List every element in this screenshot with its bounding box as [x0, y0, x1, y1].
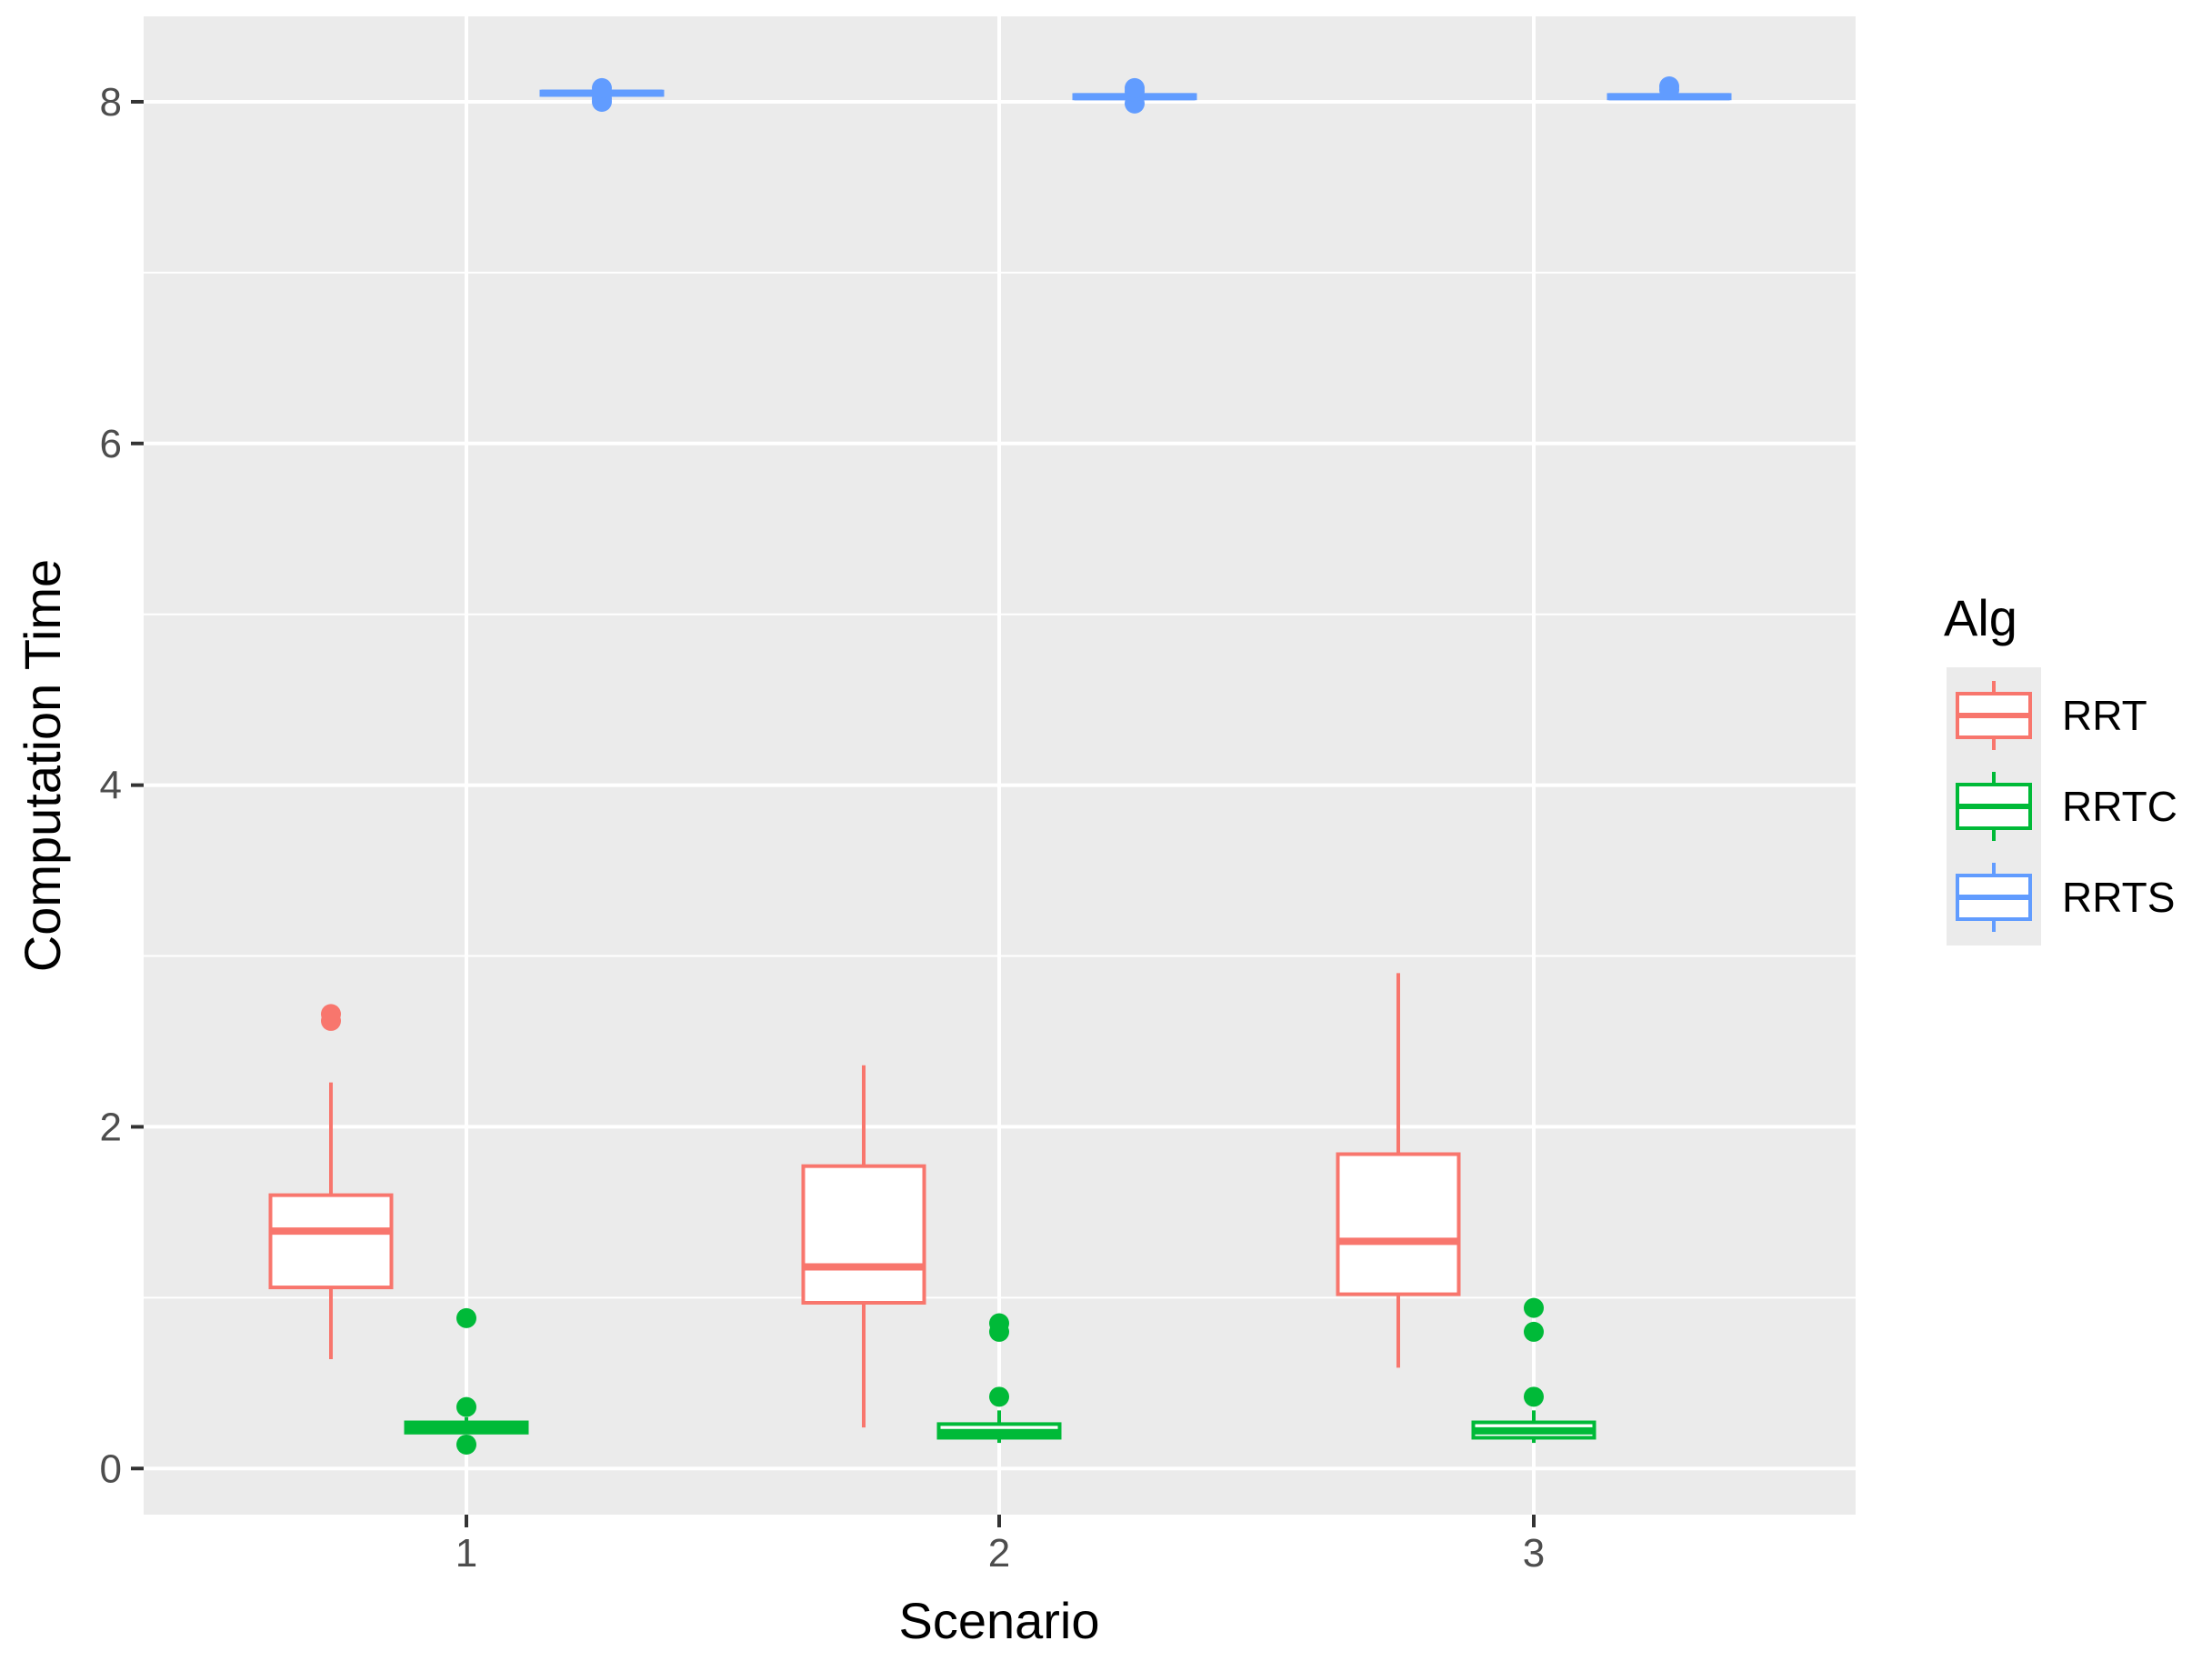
box-outlier-point [1524, 1386, 1544, 1407]
box-outlier-point [1125, 77, 1145, 98]
major-gridlines [144, 16, 1856, 1515]
legend-label: RRT [2062, 692, 2147, 739]
x-tick-label: 2 [988, 1531, 1010, 1576]
box-outlier-point [989, 1386, 1009, 1407]
legend-label: RRTS [2062, 874, 2175, 921]
x-tick-label: 3 [1523, 1531, 1545, 1576]
series-rrts [539, 76, 1732, 114]
y-tick-label: 4 [100, 764, 122, 808]
box-outlier-point [456, 1434, 476, 1455]
box-iqr [801, 1164, 926, 1305]
x-axis-title: Scenario [898, 1592, 1099, 1649]
box-outlier-point [321, 1004, 341, 1025]
x-tick-label: 1 [455, 1531, 477, 1576]
box-iqr [1336, 1152, 1461, 1296]
box-outlier-point [1524, 1297, 1544, 1318]
legend-title: Alg [1944, 589, 2017, 646]
series-rrtc [404, 1297, 1596, 1455]
box-outlier-point [1659, 76, 1679, 97]
y-tick-label: 6 [100, 422, 122, 466]
y-tick-label: 0 [100, 1446, 122, 1491]
legend-label: RRTC [2062, 783, 2177, 830]
legend-entry-rrtc: RRTC [1956, 772, 2177, 841]
box-outlier-point [989, 1313, 1009, 1334]
box-iqr [268, 1193, 394, 1290]
legend-entry-rrt: RRT [1956, 681, 2147, 750]
box-marks [268, 76, 1732, 1455]
y-axis-title: Computation Time [14, 559, 71, 972]
axes: 0 2 4 6 8 1 2 3 [100, 80, 1546, 1576]
series-rrt [268, 973, 1461, 1428]
legend-entry-rrts: RRTS [1956, 863, 2175, 932]
legend: Alg RRT RRTC RRTS [1944, 589, 2177, 946]
y-tick-label: 8 [100, 80, 122, 125]
box-outlier-point [456, 1307, 476, 1328]
box-outlier-point [456, 1396, 476, 1417]
y-tick-label: 2 [100, 1105, 122, 1149]
box-outlier-point [1524, 1321, 1544, 1342]
box-outlier-point [592, 77, 612, 98]
